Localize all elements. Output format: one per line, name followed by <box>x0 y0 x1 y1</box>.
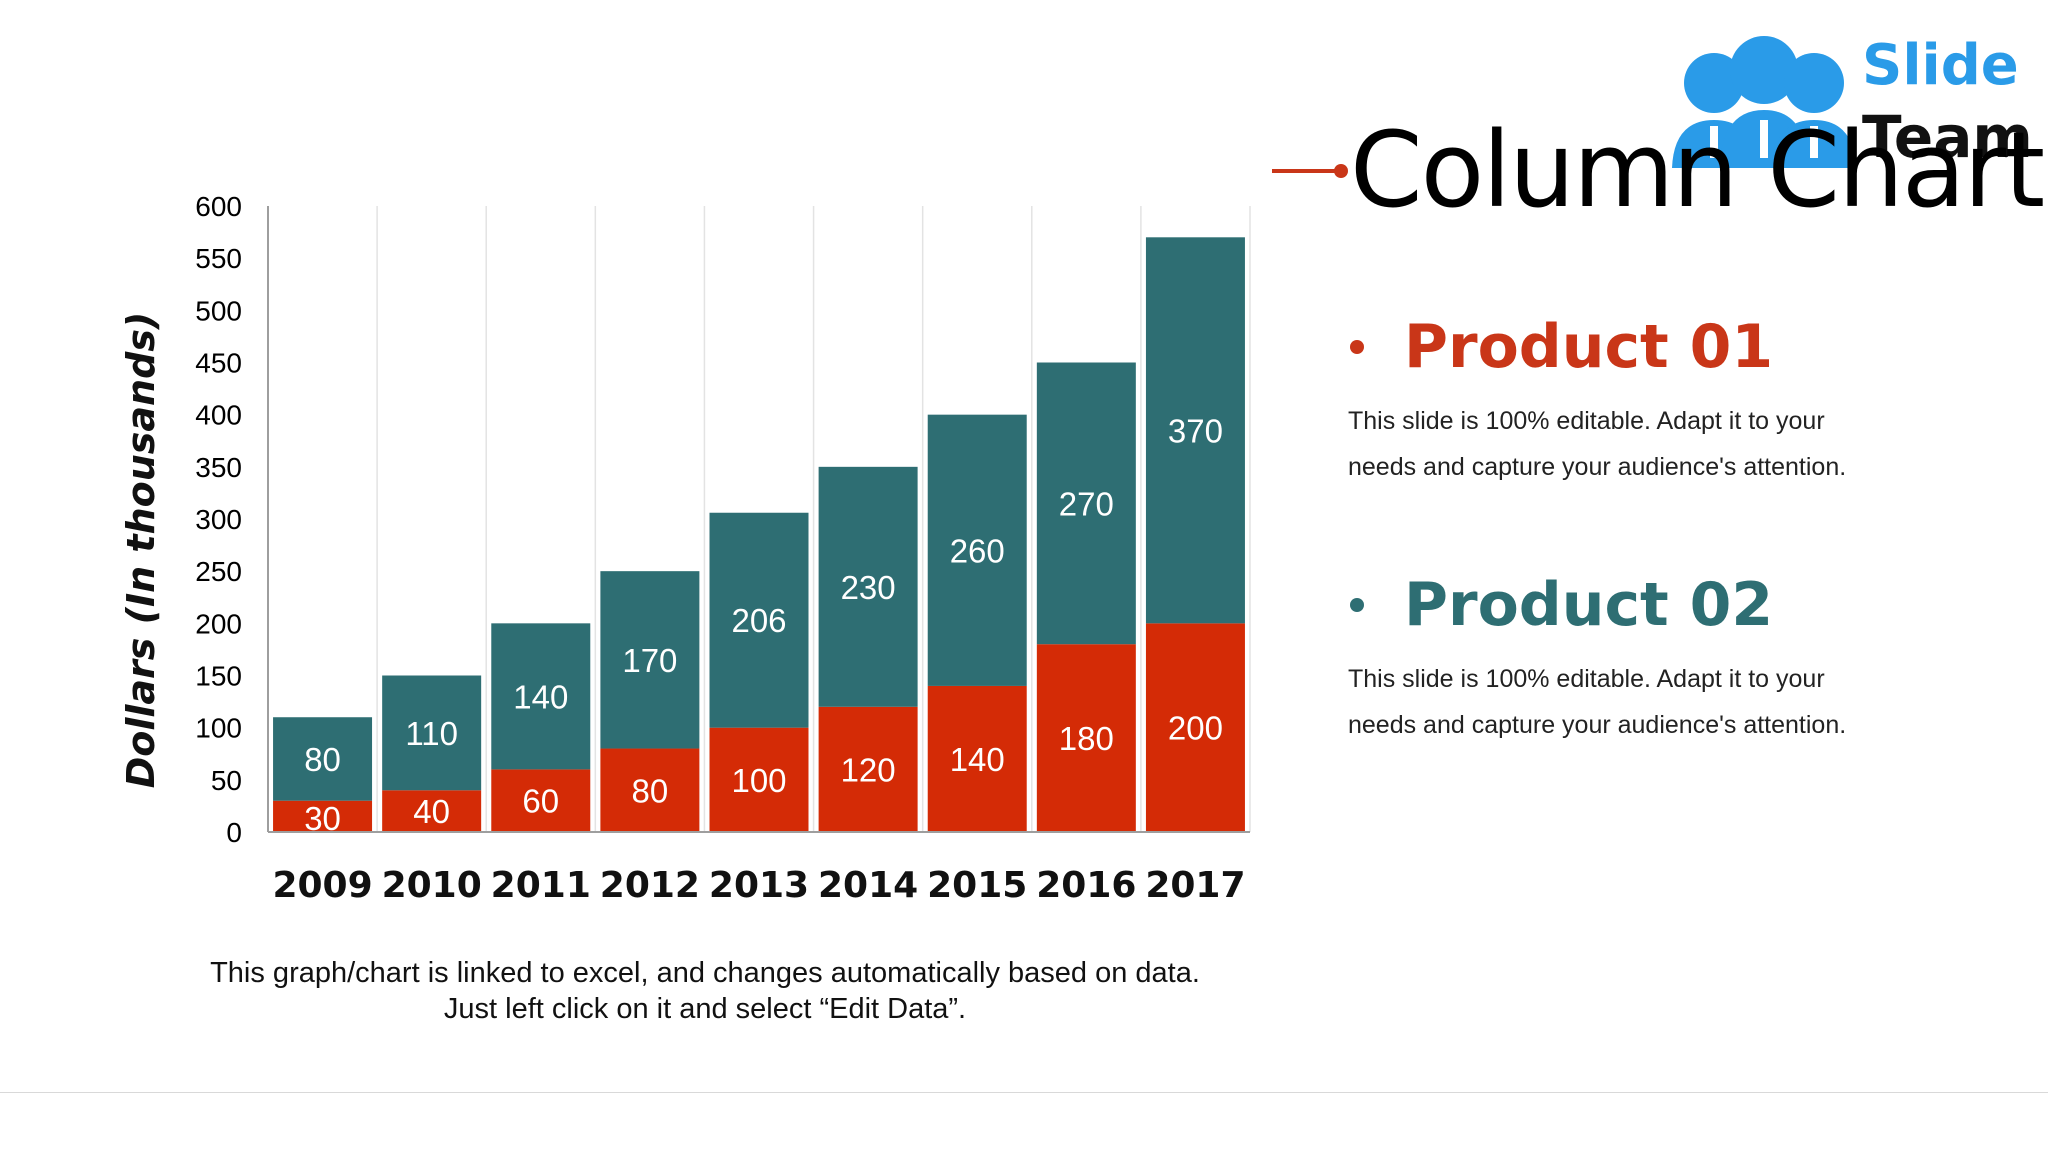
bar-segment-product-01[interactable] <box>491 769 591 832</box>
y-tick-label: 100 <box>195 713 242 744</box>
data-label: 140 <box>950 741 1005 778</box>
x-category-label: 2013 <box>709 865 809 906</box>
product-02-name: Product 02 <box>1404 570 1774 640</box>
product-01-block: Product 01 This slide is 100% editable. … <box>1348 312 1908 490</box>
bullet-icon <box>1350 598 1364 612</box>
bar-segment-product-02[interactable] <box>1145 237 1245 624</box>
bar-segment-product-01[interactable] <box>1036 644 1136 832</box>
bar-segment-product-02[interactable] <box>1036 362 1136 645</box>
bar-segment-product-02[interactable] <box>491 623 591 770</box>
x-category-label: 2010 <box>382 865 482 906</box>
slideteam-logo <box>1672 36 1856 168</box>
y-tick-label: 250 <box>195 556 242 587</box>
bar-segment-product-02[interactable] <box>273 717 373 801</box>
y-tick-label: 0 <box>226 817 242 848</box>
y-tick-label: 150 <box>195 661 242 692</box>
bar-segment-product-01[interactable] <box>1145 623 1245 832</box>
x-category-label: 2017 <box>1145 865 1245 906</box>
logo-text-slide: Slide <box>1862 33 2019 98</box>
logo-text-team: Team <box>1862 103 2033 171</box>
data-label: 370 <box>1168 412 1223 449</box>
bar-segment-product-02[interactable] <box>927 414 1027 686</box>
data-label: 270 <box>1059 485 1114 522</box>
product-01-name: Product 01 <box>1404 312 1774 382</box>
bar-segment-product-02[interactable] <box>709 512 809 728</box>
page-title: Column Chart <box>1350 109 2045 231</box>
y-tick-label: 550 <box>195 243 242 274</box>
bar-segment-product-02[interactable] <box>818 466 918 707</box>
bar-segment-product-01[interactable] <box>600 748 700 832</box>
y-tick-label: 200 <box>195 608 242 639</box>
x-category-label: 2014 <box>818 865 918 906</box>
data-label: 80 <box>304 741 341 778</box>
y-axis-label: Dollars (In thousands) <box>119 312 163 789</box>
bar-segment-product-01[interactable] <box>818 706 918 832</box>
title-accent-dot <box>1334 164 1348 178</box>
title-accent-line <box>1272 169 1340 173</box>
bar-segment-product-01[interactable] <box>709 727 809 832</box>
bar-segment-product-02[interactable] <box>382 675 482 791</box>
y-tick-label: 300 <box>195 504 242 535</box>
data-label: 80 <box>632 772 669 809</box>
data-label: 230 <box>841 569 896 606</box>
data-label: 40 <box>413 793 450 830</box>
product-02-block: Product 02 This slide is 100% editable. … <box>1348 570 1908 748</box>
data-label: 30 <box>304 800 341 837</box>
y-tick-label: 50 <box>211 765 242 796</box>
y-tick-label: 400 <box>195 400 242 431</box>
bottom-divider <box>0 1092 2048 1093</box>
y-tick-label: 450 <box>195 348 242 379</box>
data-label: 100 <box>731 762 786 799</box>
product-02-description: This slide is 100% editable. Adapt it to… <box>1348 665 1847 739</box>
x-category-label: 2012 <box>600 865 700 906</box>
chart-footnote: This graph/chart is linked to excel, and… <box>210 957 1200 1025</box>
y-tick-label: 500 <box>195 295 242 326</box>
x-category-label: 2011 <box>491 865 591 906</box>
data-label: 170 <box>622 642 677 679</box>
data-label: 180 <box>1059 720 1114 757</box>
bar-segment-product-01[interactable] <box>927 685 1027 832</box>
bullet-icon <box>1350 340 1364 354</box>
bar-segment-product-01[interactable] <box>273 800 373 832</box>
y-tick-label: 600 <box>195 191 242 222</box>
data-label: 206 <box>731 602 786 639</box>
data-label: 200 <box>1168 710 1223 747</box>
data-label: 120 <box>841 751 896 788</box>
x-category-label: 2009 <box>272 865 372 906</box>
y-tick-label: 350 <box>195 452 242 483</box>
x-category-label: 2015 <box>927 865 1027 906</box>
data-label: 140 <box>513 678 568 715</box>
data-label: 260 <box>950 532 1005 569</box>
data-label: 110 <box>405 715 458 752</box>
product-01-description: This slide is 100% editable. Adapt it to… <box>1348 407 1847 481</box>
data-label: 60 <box>522 783 559 820</box>
bar-segment-product-01[interactable] <box>382 790 482 832</box>
bar-segment-product-02[interactable] <box>600 571 700 749</box>
x-category-label: 2016 <box>1036 865 1136 906</box>
